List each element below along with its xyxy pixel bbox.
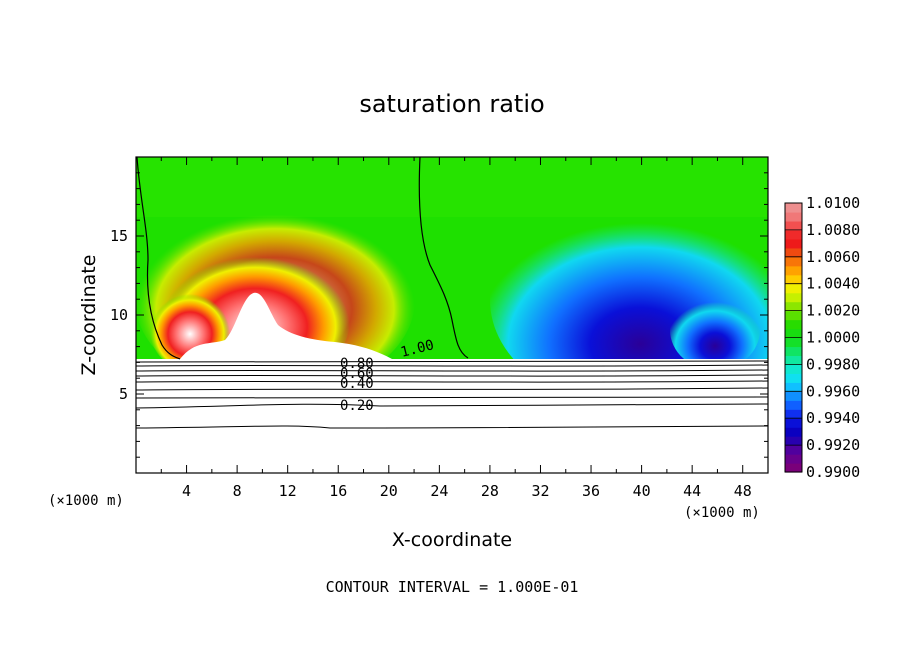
colorbar-swatch: [785, 301, 802, 312]
contour-line-0.20: [136, 403, 768, 409]
x-axis-unit: (×1000 m): [684, 505, 760, 521]
chart-title: saturation ratio: [359, 90, 544, 118]
contour-line-0.50: [136, 380, 768, 383]
colorbar-swatch: [785, 418, 802, 428]
colorbar-swatch: [785, 274, 802, 285]
field-cloud-white: [180, 292, 392, 359]
colorbar-swatch: [785, 238, 802, 249]
contour-line-0.70: [136, 369, 768, 372]
z-axis-unit: (×1000 m): [48, 493, 124, 509]
colorbar-swatch: [785, 409, 802, 419]
colorbar-swatch: [785, 328, 802, 339]
contour-label-0.20: 0.20: [340, 398, 374, 414]
colorbar-label: 0.9920: [806, 436, 860, 454]
field-dry-core-east: [670, 290, 760, 370]
colorbar-swatch: [785, 203, 802, 213]
colorbar-swatch: [785, 436, 802, 446]
colorbar: 1.0100 1.0080 1.0060 1.0040 1.0020 1.0000 0.99…: [784, 194, 860, 481]
colorbar-swatch: [785, 256, 802, 267]
colorbar-label: 1.0020: [806, 302, 860, 320]
colorbar-label: 1.0040: [806, 275, 860, 293]
plot-area: [136, 157, 768, 473]
colorbar-swatch: [785, 346, 802, 357]
colorbar-swatch: [785, 283, 802, 294]
x-tick-label: 12: [279, 482, 297, 500]
colorbar-label: 0.9900: [806, 463, 860, 481]
y-tick-label: 15: [110, 227, 128, 245]
contour-line-0.60: [136, 374, 768, 377]
colorbar-swatch: [785, 382, 802, 392]
colorbar-swatch: [785, 391, 802, 401]
contour-interval-note: CONTOUR INTERVAL = 1.000E-01: [326, 578, 579, 596]
x-tick-label: 24: [430, 482, 448, 500]
y-axis-ticks: 5 10 15: [110, 172, 768, 458]
colorbar-swatch: [785, 454, 802, 464]
x-tick-label: 28: [481, 482, 499, 500]
x-tick-label: 20: [380, 482, 398, 500]
colorbar-swatch: [785, 211, 802, 222]
contour-line-0.10: [136, 425, 768, 429]
contour-label-0.80: 0.80: [340, 356, 374, 372]
contour-line-0.30: [136, 396, 768, 399]
colorbar-label: 1.0060: [806, 248, 860, 266]
y-tick-label: 5: [119, 385, 128, 403]
colorbar-swatch: [785, 445, 802, 455]
y-axis-label: Z-coordinate: [78, 255, 100, 376]
field-lower-white: [136, 359, 768, 473]
x-tick-label: 40: [633, 482, 651, 500]
contour-line-0.40: [136, 387, 768, 391]
x-tick-label: 8: [233, 482, 242, 500]
x-axis-label: X-coordinate: [392, 529, 512, 551]
colorbar-label: 0.9960: [806, 382, 860, 400]
x-tick-label: 44: [683, 482, 701, 500]
colorbar-swatch: [785, 229, 802, 240]
x-tick-label: 36: [582, 482, 600, 500]
colorbar-swatch: [785, 337, 802, 348]
colorbar-swatch: [785, 292, 802, 303]
contour-label-0.40: 0.40: [340, 376, 374, 392]
colorbar-label: 1.0080: [806, 221, 860, 239]
x-tick-label: 16: [329, 482, 347, 500]
colorbar-swatch: [785, 355, 802, 365]
colorbar-swatch: [785, 463, 802, 473]
y-tick-label: 10: [110, 306, 128, 324]
colorbar-swatch: [785, 319, 802, 330]
contour-line-0.90: [136, 360, 768, 363]
x-tick-label: 32: [531, 482, 549, 500]
colorbar-swatch: [785, 373, 802, 383]
contour-label-0.60: 0.60: [340, 366, 374, 382]
colorbar-swatch: [785, 364, 802, 374]
contour-label-1.00: 1.00: [399, 337, 436, 361]
contour-line-1.00-west: [136, 157, 181, 360]
colorbar-label: 0.9940: [806, 409, 860, 427]
colorbar-swatch: [785, 427, 802, 437]
colorbar-label: 1.0000: [806, 329, 860, 347]
colorbar-swatch: [785, 310, 802, 321]
x-tick-label: 48: [734, 482, 752, 500]
colorbar-label: 0.9980: [806, 355, 860, 373]
contour-line-0.80: [136, 364, 768, 367]
x-tick-label: 4: [182, 482, 191, 500]
colorbar-swatch: [785, 265, 802, 276]
colorbar-swatch: [785, 400, 802, 410]
contour-line-1.00-east: [418, 157, 469, 359]
x-axis-ticks: 4 8 12 16 20 24 28 32 36 40 44 48: [160, 157, 752, 500]
colorbar-label: 1.0100: [806, 194, 860, 212]
colorbar-swatch: [785, 220, 802, 231]
colorbar-swatch: [785, 247, 802, 258]
